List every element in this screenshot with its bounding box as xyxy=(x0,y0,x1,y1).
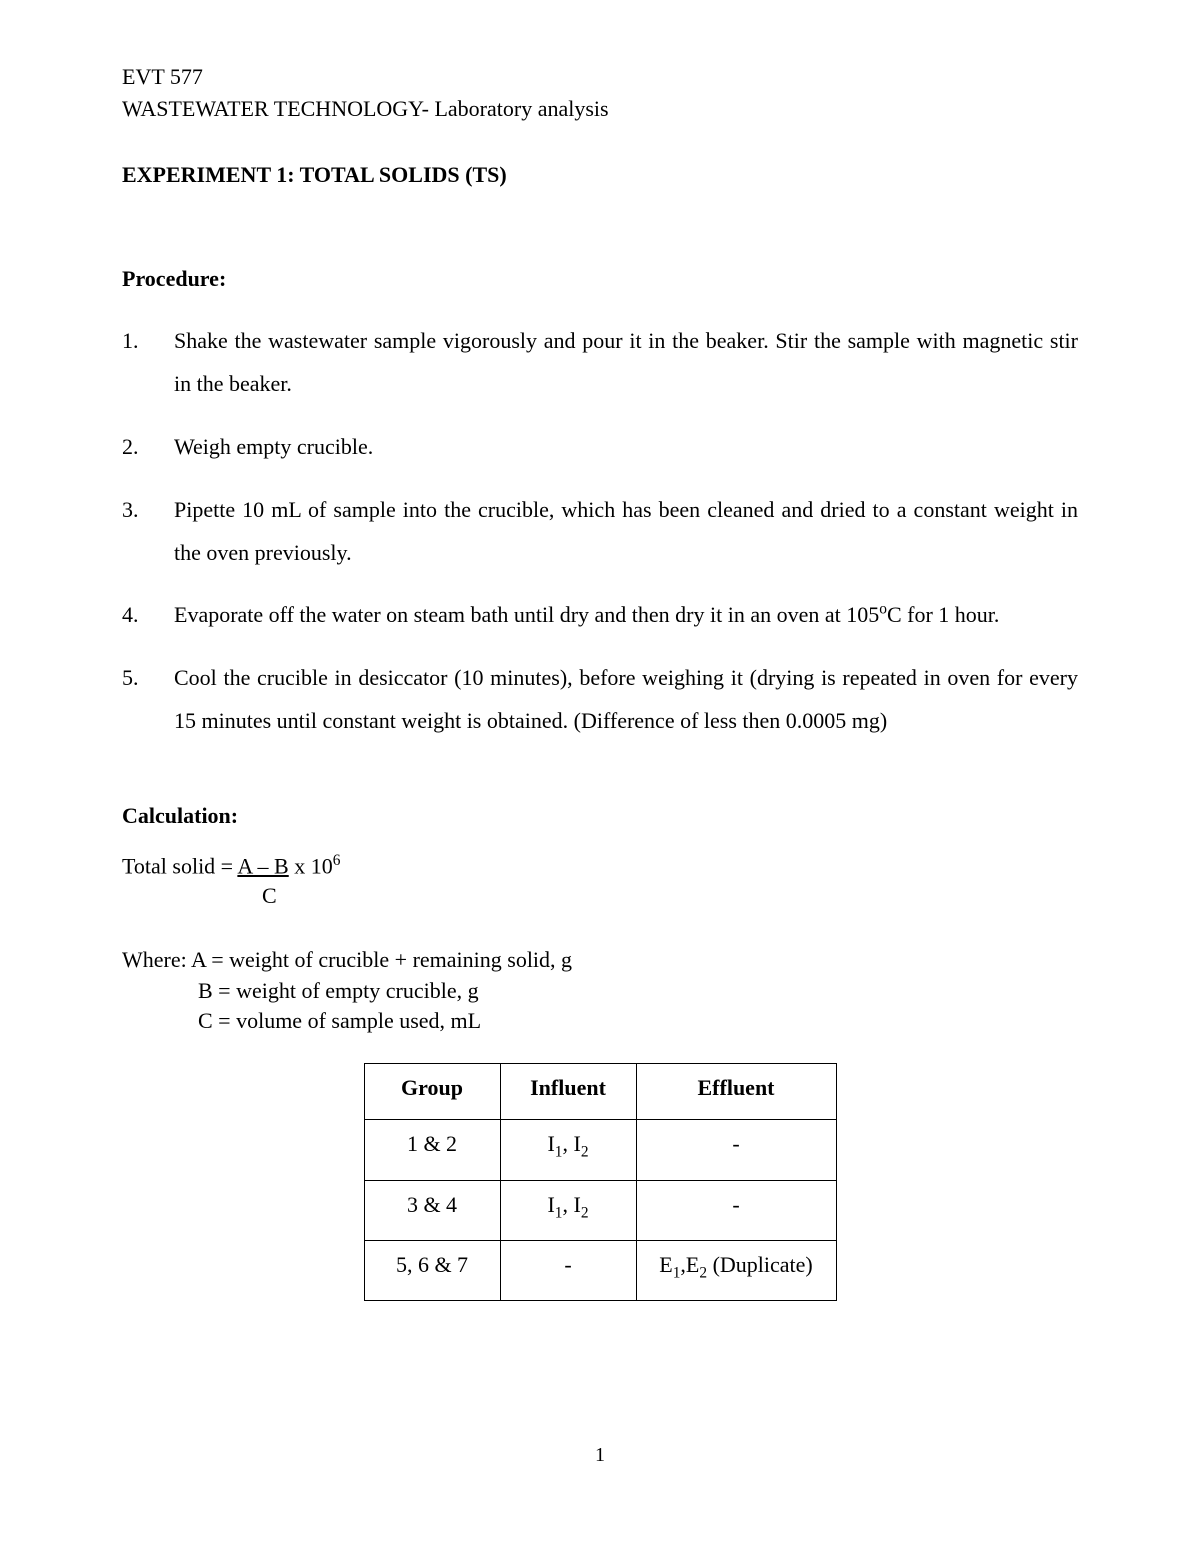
procedure-item: 2. Weigh empty crucible. xyxy=(122,426,1078,469)
formula-block: Total solid = A – B x 106 C xyxy=(122,851,1078,911)
procedure-text: Evaporate off the water on steam bath un… xyxy=(174,594,1078,637)
procedure-heading: Procedure: xyxy=(122,266,1078,292)
cell-influent: I1, I2 xyxy=(500,1180,636,1240)
procedure-list: 1. Shake the wastewater sample vigorousl… xyxy=(122,320,1078,743)
where-c: C = volume of sample used, mL xyxy=(122,1006,1078,1037)
where-block: Where: A = weight of crucible + remainin… xyxy=(122,945,1078,1037)
data-table: Group Influent Effluent 1 & 2 I1, I2 - 3… xyxy=(364,1063,837,1301)
procedure-item: 1. Shake the wastewater sample vigorousl… xyxy=(122,320,1078,406)
formula-line1: Total solid = A – B x 106 xyxy=(122,851,1078,881)
table-header-influent: Influent xyxy=(500,1064,636,1120)
table-header-group: Group xyxy=(364,1064,500,1120)
experiment-title: EXPERIMENT 1: TOTAL SOLIDS (TS) xyxy=(122,162,1078,188)
where-b: B = weight of empty crucible, g xyxy=(122,976,1078,1007)
procedure-text: Cool the crucible in desiccator (10 minu… xyxy=(174,657,1078,743)
procedure-number: 5. xyxy=(122,657,174,743)
table-row: 1 & 2 I1, I2 - xyxy=(364,1120,836,1180)
table-header-effluent: Effluent xyxy=(636,1064,836,1120)
procedure-item: 4. Evaporate off the water on steam bath… xyxy=(122,594,1078,637)
procedure-text: Shake the wastewater sample vigorously a… xyxy=(174,320,1078,406)
formula-line2: C xyxy=(122,881,1078,911)
table-row: 5, 6 & 7 - E1,E2 (Duplicate) xyxy=(364,1241,836,1301)
course-code: EVT 577 xyxy=(122,64,1078,90)
cell-effluent: - xyxy=(636,1120,836,1180)
procedure-number: 2. xyxy=(122,426,174,469)
cell-effluent: E1,E2 (Duplicate) xyxy=(636,1241,836,1301)
cell-group: 1 & 2 xyxy=(364,1120,500,1180)
procedure-text: Pipette 10 mL of sample into the crucibl… xyxy=(174,489,1078,575)
procedure-item: 5. Cool the crucible in desiccator (10 m… xyxy=(122,657,1078,743)
page-number: 1 xyxy=(0,1444,1200,1467)
calculation-heading: Calculation: xyxy=(122,803,1078,829)
procedure-number: 4. xyxy=(122,594,174,637)
cell-group: 5, 6 & 7 xyxy=(364,1241,500,1301)
table-row: 3 & 4 I1, I2 - xyxy=(364,1180,836,1240)
where-a: Where: A = weight of crucible + remainin… xyxy=(122,945,1078,976)
procedure-number: 3. xyxy=(122,489,174,575)
procedure-number: 1. xyxy=(122,320,174,406)
procedure-item: 3. Pipette 10 mL of sample into the cruc… xyxy=(122,489,1078,575)
cell-influent: - xyxy=(500,1241,636,1301)
cell-group: 3 & 4 xyxy=(364,1180,500,1240)
table-header-row: Group Influent Effluent xyxy=(364,1064,836,1120)
cell-influent: I1, I2 xyxy=(500,1120,636,1180)
course-title: WASTEWATER TECHNOLOGY- Laboratory analys… xyxy=(122,96,1078,122)
procedure-text: Weigh empty crucible. xyxy=(174,426,1078,469)
cell-effluent: - xyxy=(636,1180,836,1240)
